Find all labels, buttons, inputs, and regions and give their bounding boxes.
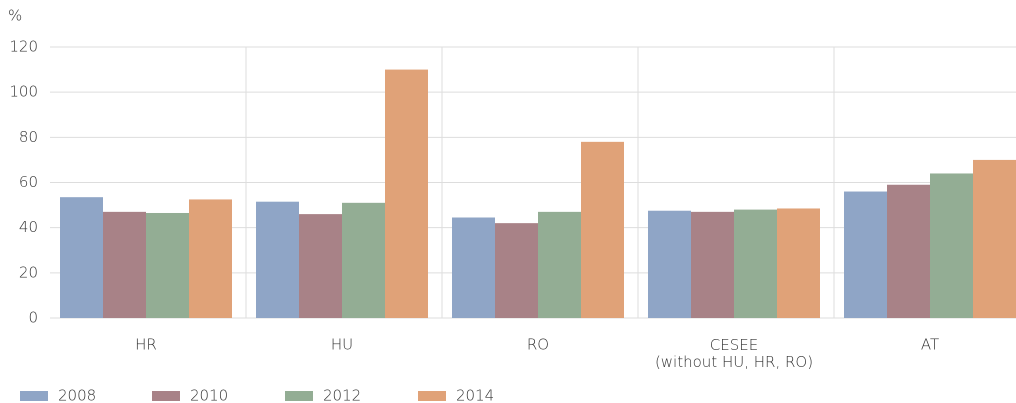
legend-swatch	[152, 391, 180, 401]
bar	[452, 217, 495, 318]
legend-swatch	[20, 391, 48, 401]
bar	[299, 214, 342, 318]
bar	[256, 201, 299, 318]
y-tick-label: 40	[19, 218, 38, 236]
legend-label: 2014	[456, 387, 494, 403]
bar	[844, 191, 887, 318]
bar	[734, 209, 777, 318]
y-axis-label: %	[8, 7, 22, 25]
x-tick-label: AT	[921, 336, 939, 354]
bar	[103, 211, 146, 318]
y-tick-label: 120	[9, 38, 38, 56]
legend-label: 2008	[58, 387, 96, 403]
y-tick-label: 60	[19, 173, 38, 191]
bar	[189, 199, 232, 318]
bar	[385, 69, 428, 318]
bar	[973, 159, 1016, 318]
x-tick-label: HU	[331, 336, 353, 354]
legend-label: 2012	[323, 387, 361, 403]
y-tick-label: 100	[9, 83, 38, 101]
bar	[538, 211, 581, 318]
y-tick-label: 0	[28, 309, 38, 327]
bar	[777, 208, 820, 318]
bar	[60, 197, 103, 318]
y-tick-label: 80	[19, 128, 38, 146]
bar	[581, 141, 624, 318]
legend-label: 2010	[190, 387, 228, 403]
bar	[495, 223, 538, 318]
bar	[146, 212, 189, 318]
legend-swatch	[418, 391, 446, 401]
legend-swatch	[285, 391, 313, 401]
bar	[648, 210, 691, 318]
bar	[887, 184, 930, 318]
bar	[691, 211, 734, 318]
x-tick-label: HR	[135, 336, 157, 354]
x-tick-label: CESEE (without HU, HR, RO)	[655, 336, 813, 371]
y-tick-label: 20	[19, 263, 38, 281]
bar	[342, 202, 385, 318]
x-tick-label: RO	[527, 336, 549, 354]
bar	[930, 173, 973, 318]
